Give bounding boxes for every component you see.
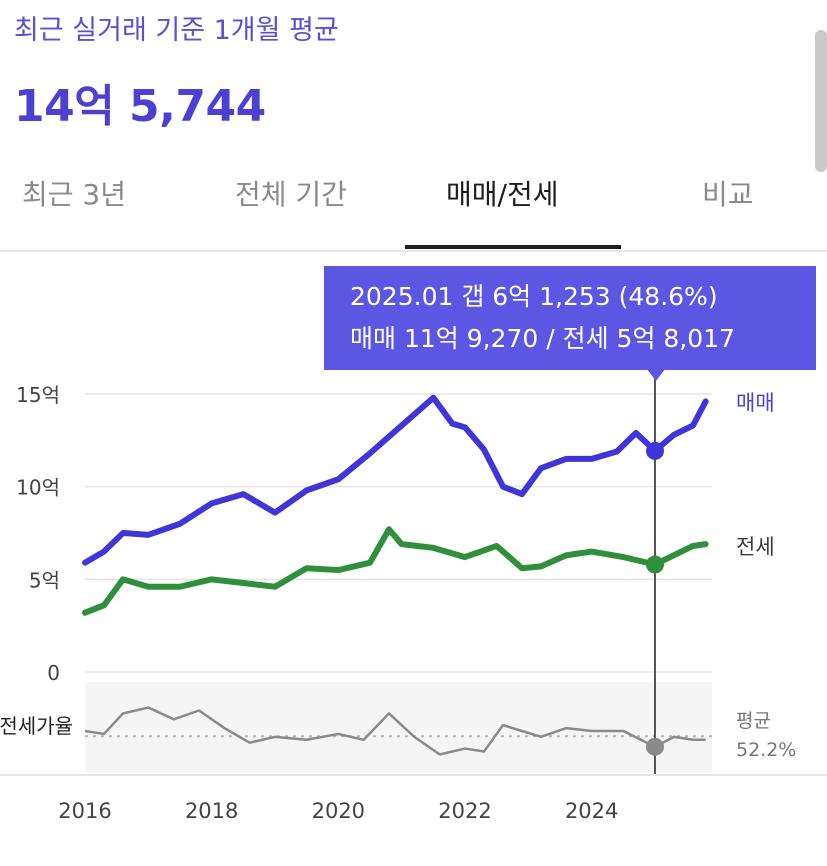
y-axis-labels: 15억 10억 5억 0 bbox=[16, 383, 60, 685]
x-tick-label: 2018 bbox=[185, 799, 238, 823]
y-tick-label: 15억 bbox=[16, 383, 60, 407]
sale-selected-point bbox=[646, 441, 664, 460]
ratio-average-value: 52.2% bbox=[736, 739, 796, 761]
tooltip-price-line: 매매 11억 9,270 / 전세 5억 8,017 bbox=[350, 324, 735, 353]
y-tick-label: 0 bbox=[47, 661, 60, 685]
jeonse-price-line bbox=[82, 526, 709, 616]
x-axis-labels: 2016 2018 2020 2022 2024 bbox=[58, 799, 618, 823]
jeonse-selected-point bbox=[646, 555, 664, 574]
ratio-panel-background bbox=[85, 682, 712, 772]
tooltip-pointer bbox=[647, 369, 665, 381]
active-tab-indicator bbox=[405, 245, 621, 249]
ratio-label: 전세가율 bbox=[0, 714, 73, 738]
scrollbar-thumb[interactable] bbox=[815, 30, 827, 172]
tab-compare[interactable]: 비교 bbox=[702, 178, 754, 211]
sale-price-line bbox=[82, 394, 709, 566]
sale-series-label: 매매 bbox=[736, 391, 775, 415]
x-tick-label: 2020 bbox=[312, 799, 365, 823]
tab-all-period[interactable]: 전체 기간 bbox=[235, 178, 347, 211]
jeonse-ratio-line bbox=[84, 706, 706, 756]
ratio-average-label: 평균 bbox=[736, 710, 771, 732]
tooltip-gap-line: 2025.01 갭 6억 1,253 (48.6%) bbox=[350, 282, 718, 311]
tabs-divider bbox=[0, 250, 827, 252]
chart-grid bbox=[0, 393, 827, 776]
price-subtitle: 최근 실거래 기준 1개월 평균 bbox=[14, 15, 339, 46]
tab-sale-jeonse[interactable]: 매매/전세 bbox=[446, 178, 559, 211]
y-tick-label: 5억 bbox=[29, 568, 60, 592]
x-tick-label: 2022 bbox=[438, 799, 491, 823]
jeonse-series-label: 전세 bbox=[736, 535, 775, 559]
y-tick-label: 10억 bbox=[16, 476, 60, 500]
x-tick-label: 2024 bbox=[565, 799, 618, 823]
x-tick-label: 2016 bbox=[58, 799, 111, 823]
average-price: 14억 5,744 bbox=[14, 81, 266, 132]
ratio-selected-point bbox=[646, 737, 664, 756]
tab-recent-3-years[interactable]: 최근 3년 bbox=[22, 178, 126, 211]
chart-tooltip: 2025.01 갭 6억 1,253 (48.6%) 매매 11억 9,270 … bbox=[324, 266, 816, 370]
